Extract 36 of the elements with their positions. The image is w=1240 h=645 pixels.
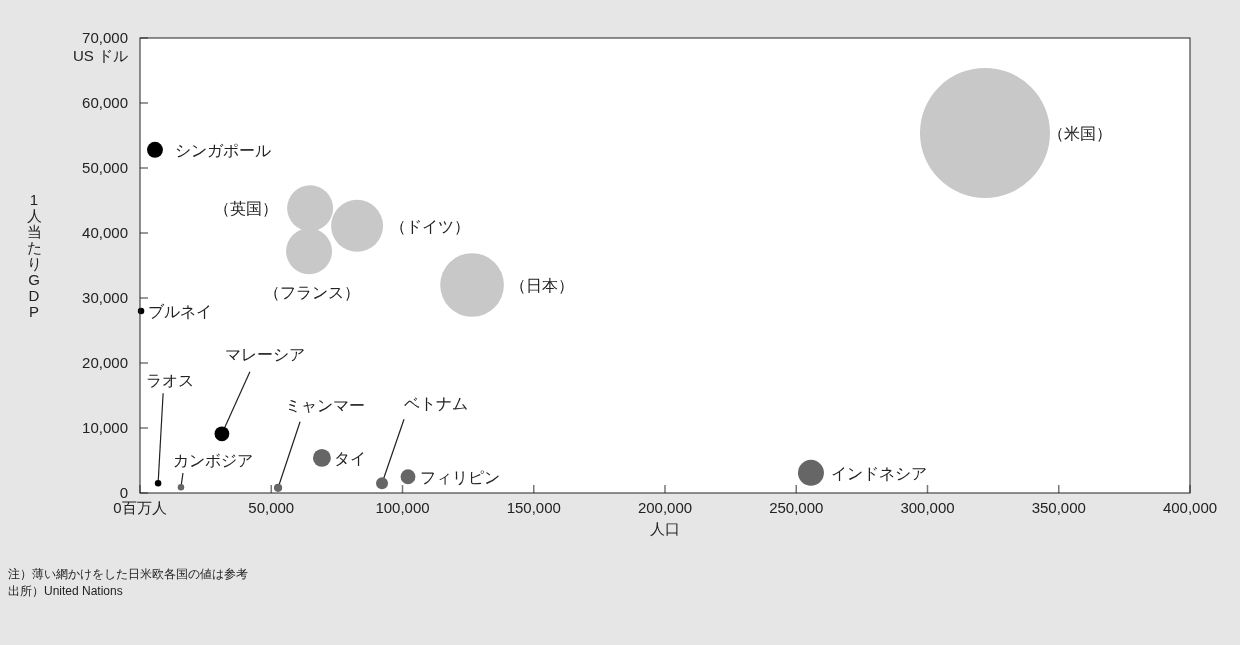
series-label: カンボジア: [172, 452, 253, 470]
text: 出所）United Nations: [8, 584, 123, 598]
y-tick-label: 40,000: [82, 224, 128, 241]
y-tick-label: 10,000: [82, 419, 128, 436]
text: ベトナム: [404, 395, 469, 413]
series-label: （米国）: [1047, 124, 1112, 142]
series-label: （フランス）: [264, 284, 361, 302]
x-tick-label: 200,000: [637, 499, 693, 516]
series-label: （ドイツ）: [390, 217, 471, 235]
x-tick-label: 150,000: [506, 499, 561, 516]
x-tick-label: 50,000: [248, 499, 295, 516]
series-label: （英国）: [214, 200, 279, 218]
text: ラオス: [146, 372, 195, 390]
text: ミャンマー: [285, 396, 366, 414]
series-label: ブルネイ: [148, 303, 213, 320]
y-tick-label: 70,000 US ドル: [72, 29, 128, 64]
y-tick-label: 20,000: [82, 354, 128, 371]
y-tick-label: 60,000: [82, 94, 128, 111]
x-tick-label: 0百万人: [113, 499, 167, 516]
y-tick-label: 0: [119, 484, 128, 501]
series-label: タイ: [333, 449, 366, 467]
y-tick-label: 30,000: [82, 289, 128, 306]
y-tick-label: 50,000: [82, 159, 128, 176]
x-tick-label: 250,000: [769, 499, 824, 516]
series-label: （日本）: [510, 277, 575, 294]
x-tick-label: 300,000: [900, 499, 955, 516]
text: マレーシア: [224, 345, 305, 363]
text: 注）薄い網かけをした日米欧各国の値は参考: [8, 567, 248, 581]
x-tick-label: 100,000: [375, 499, 430, 516]
series-label: シンガポール: [174, 141, 271, 159]
x-tick-label: 400,000: [1162, 499, 1218, 516]
y-axis-title: 1人当たりGDP: [26, 191, 42, 320]
series-label: フィリピン: [420, 468, 501, 486]
x-tick-label: 350,000: [1031, 499, 1086, 516]
x-axis-title: 人口: [650, 520, 680, 537]
series-label: インドネシア: [830, 464, 927, 482]
